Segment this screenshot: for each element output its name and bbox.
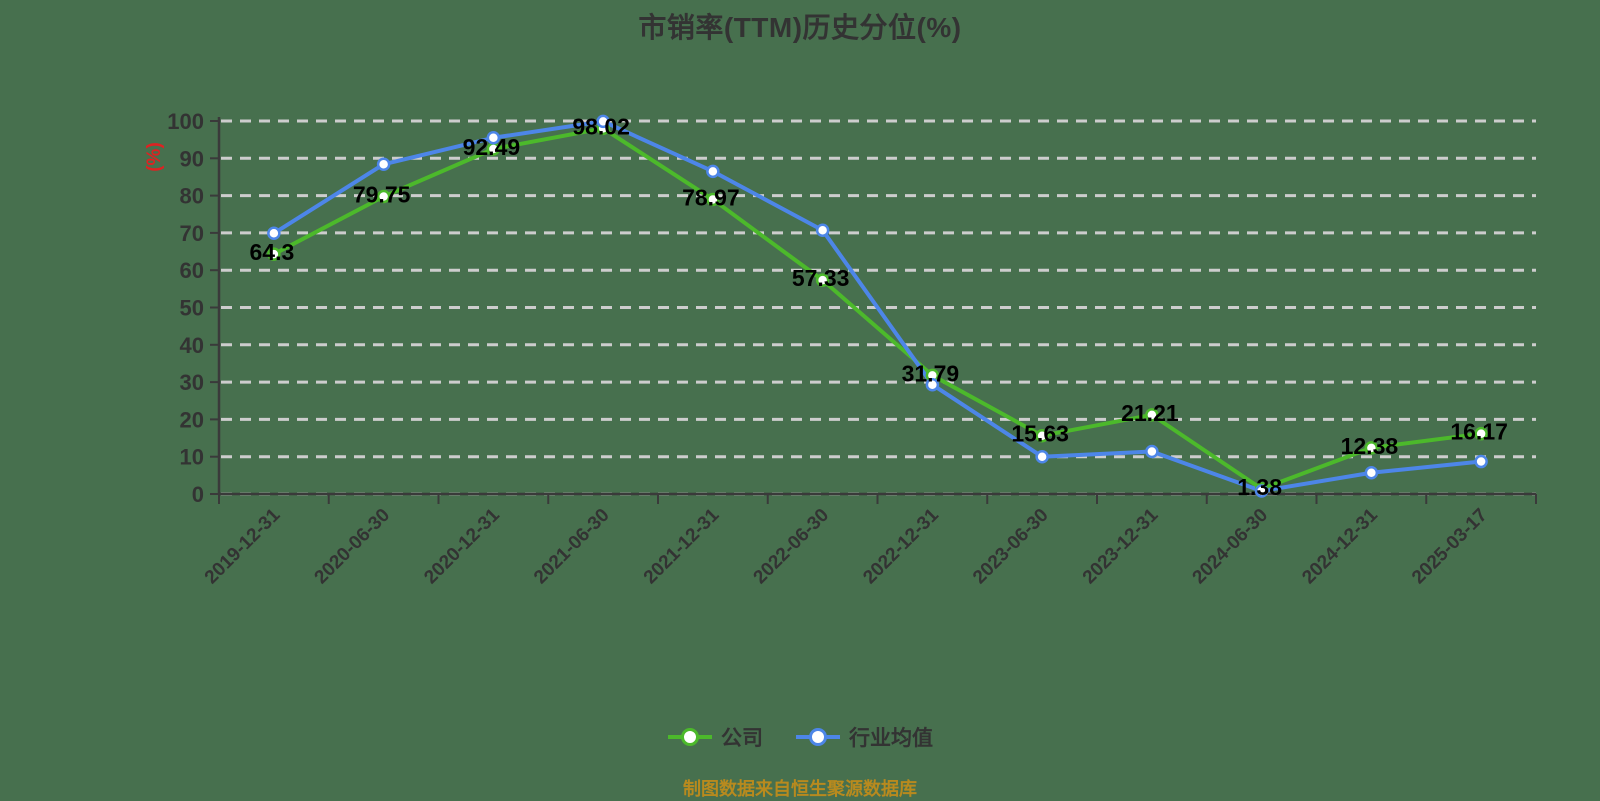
industry-data-point[interactable]: [596, 114, 610, 129]
point-label: 98.02: [572, 113, 630, 139]
y-axis-label: 40: [180, 333, 204, 358]
x-axis-label: 2023-12-31: [1079, 504, 1163, 588]
x-axis-label: 2020-12-31: [420, 504, 504, 588]
y-axis-name: (%): [144, 142, 165, 172]
x-axis-label: 2023-06-30: [969, 505, 1053, 589]
industry-data-point[interactable]: [815, 223, 830, 238]
industry-data-point[interactable]: [486, 131, 501, 145]
company-line-marker-icon: [668, 728, 712, 746]
chart-title: 市销率(TTM)历史分位(%): [638, 12, 962, 43]
legend-item-company[interactable]: 公司: [667, 722, 763, 752]
y-axis-label: 50: [180, 296, 204, 321]
y-axis-label: 0: [192, 482, 204, 507]
industry-data-point[interactable]: [1254, 484, 1269, 498]
industry-data-point[interactable]: [706, 164, 720, 179]
x-axis-label: 2022-06-30: [750, 505, 834, 589]
industry-data-point[interactable]: [925, 377, 940, 392]
point-label: 64.3: [249, 239, 294, 265]
company-series-line: [271, 126, 1484, 491]
x-axis-label: 2019-12-31: [201, 504, 285, 588]
source-note: 制图数据来自恒生聚源数据库: [683, 779, 917, 799]
y-axis-label: 30: [180, 370, 204, 395]
industry-data-point[interactable]: [1035, 449, 1049, 464]
y-axis-label: 20: [180, 407, 204, 432]
industry-data-point[interactable]: [1474, 454, 1488, 469]
industry-data-point[interactable]: [376, 157, 391, 172]
y-axis-label: 90: [180, 146, 204, 171]
x-axis-label: 2020-06-30: [311, 505, 395, 589]
company-data-point[interactable]: [1035, 428, 1049, 443]
industry-data-point[interactable]: [1145, 444, 1159, 459]
y-axis-label: 70: [180, 221, 204, 246]
industry-line-marker-icon: [796, 728, 840, 746]
x-axis-label: 2024-12-31: [1298, 504, 1382, 588]
company-data-point[interactable]: [706, 192, 720, 207]
legend: 公司 行业均值: [0, 722, 1600, 752]
point-label: 92.49: [463, 134, 521, 160]
point-label: 78.97: [682, 184, 740, 210]
point-label: 12.38: [1341, 433, 1399, 459]
point-label: 57.33: [792, 265, 850, 291]
x-axis-label: 2022-12-31: [859, 504, 943, 588]
point-label: 1.38: [1237, 474, 1282, 500]
point-label: 79.75: [353, 182, 411, 208]
industry-series-line: [271, 119, 1484, 494]
x-axis-label: 2021-12-31: [640, 504, 724, 588]
company-data-point[interactable]: [1474, 426, 1488, 441]
y-axis-label: 10: [180, 445, 204, 470]
x-axis-label: 2024-06-30: [1189, 505, 1273, 589]
legend-label-industry: 行业均值: [849, 727, 933, 750]
company-data-point[interactable]: [1364, 441, 1379, 455]
company-data-point[interactable]: [376, 189, 391, 204]
company-data-point[interactable]: [1145, 408, 1159, 422]
point-label: 16.17: [1450, 419, 1508, 445]
legend-label-company: 公司: [721, 727, 763, 750]
legend-item-industry[interactable]: 行业均值: [795, 722, 933, 752]
point-label: 15.63: [1011, 421, 1069, 447]
industry-data-point[interactable]: [267, 226, 281, 241]
point-label: 31.79: [902, 360, 960, 386]
x-axis-label: 2025-03-17: [1408, 505, 1492, 589]
point-label: 21.21: [1121, 400, 1179, 426]
industry-data-point[interactable]: [1364, 465, 1379, 480]
y-axis-label: 60: [180, 258, 204, 283]
y-axis-label: 100: [167, 109, 204, 134]
company-data-point[interactable]: [267, 247, 281, 261]
company-data-point[interactable]: [815, 273, 830, 287]
x-axis-label: 2021-06-30: [530, 505, 614, 589]
y-axis-label: 80: [180, 184, 204, 209]
